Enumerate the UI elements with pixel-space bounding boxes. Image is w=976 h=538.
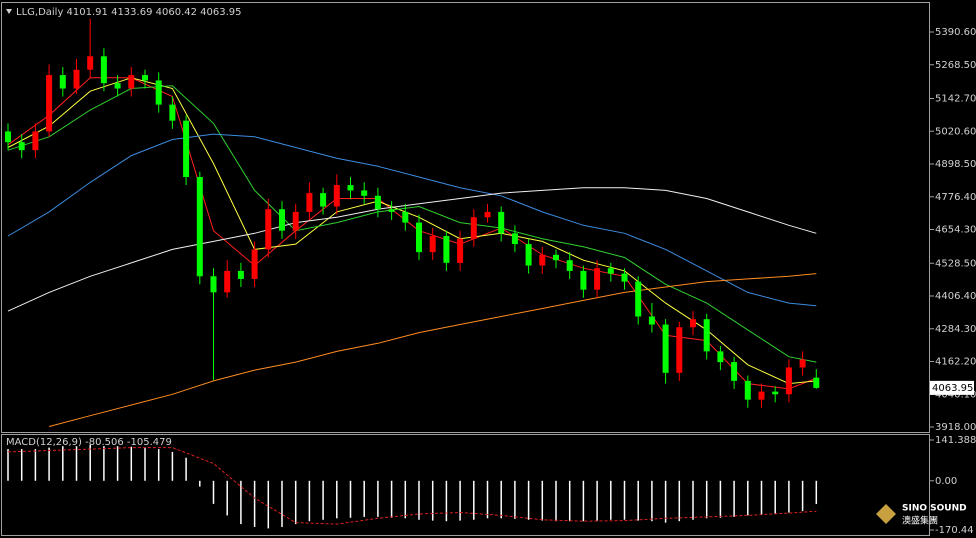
candle-body bbox=[511, 233, 518, 245]
menu-arrow[interactable] bbox=[6, 9, 12, 14]
candle-body bbox=[292, 211, 299, 231]
y-tick-label: 3918.00 bbox=[935, 422, 976, 433]
candle-body bbox=[607, 268, 614, 274]
candle-body bbox=[196, 177, 203, 277]
y-tick-label: 4776.40 bbox=[935, 192, 976, 203]
candle-body bbox=[279, 209, 285, 231]
signal-line bbox=[7, 447, 817, 525]
y-tick-label: 5020.60 bbox=[935, 126, 976, 137]
candle-body bbox=[539, 254, 546, 266]
candle-body bbox=[785, 367, 792, 395]
candle-body bbox=[525, 244, 532, 266]
candle-body bbox=[46, 75, 53, 132]
candle-body bbox=[553, 254, 559, 261]
candle-body bbox=[251, 249, 258, 279]
main-panel bbox=[1, 2, 930, 433]
y-tick-label: 5268.50 bbox=[935, 60, 976, 71]
moving-average bbox=[7, 187, 817, 312]
candle-body bbox=[662, 324, 669, 373]
logo-chinese: 澳盛集團 bbox=[902, 515, 938, 527]
candle-body bbox=[169, 104, 176, 121]
logo: SINO SOUND 澳盛集團 bbox=[876, 504, 967, 527]
candle-body bbox=[566, 260, 573, 271]
macd-panel bbox=[1, 434, 930, 536]
candle-body bbox=[73, 69, 80, 89]
chart-title: LLG,Daily 4101.91 4133.69 4060.42 4063.9… bbox=[16, 7, 242, 18]
candle-body bbox=[100, 56, 107, 84]
candle-body bbox=[224, 270, 231, 293]
candle-body bbox=[59, 75, 66, 89]
y-tick-label: 5142.70 bbox=[935, 94, 976, 105]
logo-icon bbox=[876, 504, 896, 524]
candle-body bbox=[210, 276, 217, 293]
candle-body bbox=[416, 222, 422, 253]
candle-body bbox=[703, 319, 710, 352]
y-tick-label: 4284.30 bbox=[935, 324, 976, 335]
candle-body bbox=[484, 211, 491, 218]
candle-body bbox=[155, 80, 162, 105]
candle-body bbox=[347, 185, 354, 191]
candle-body bbox=[443, 236, 450, 263]
candle-body bbox=[320, 193, 327, 207]
candle-body bbox=[237, 270, 244, 279]
candle-body bbox=[114, 83, 121, 89]
candle-body bbox=[333, 185, 340, 207]
candle-body bbox=[498, 211, 505, 234]
logo-name: SINO SOUND bbox=[902, 504, 967, 514]
candle-body bbox=[87, 56, 94, 70]
price-tag-label: 4063.95 bbox=[932, 383, 973, 394]
candle-body bbox=[635, 281, 642, 317]
candle-body bbox=[594, 268, 601, 290]
candle-body bbox=[648, 316, 655, 325]
y-tick-label: 4654.30 bbox=[935, 225, 976, 236]
candle-body bbox=[690, 319, 696, 328]
candle-body bbox=[388, 209, 395, 212]
candle-body bbox=[183, 120, 190, 178]
candle-body bbox=[731, 362, 738, 381]
y-tick-label: 4528.50 bbox=[935, 258, 976, 269]
candle-body bbox=[717, 351, 724, 363]
moving-average bbox=[48, 273, 817, 427]
candle-body bbox=[813, 377, 820, 388]
candle-body bbox=[429, 236, 436, 253]
candle-body bbox=[676, 327, 683, 373]
candle-body bbox=[5, 131, 11, 143]
y-tick-label: 0.00 bbox=[935, 476, 957, 487]
candle-body bbox=[799, 359, 806, 368]
price-tag bbox=[930, 380, 974, 395]
candle-body bbox=[32, 131, 39, 151]
candle-body bbox=[306, 193, 313, 212]
candle-body bbox=[744, 380, 751, 400]
candle-body bbox=[374, 195, 381, 210]
candle-body bbox=[772, 391, 779, 395]
candle-body bbox=[128, 75, 135, 89]
y-tick-label: 5390.60 bbox=[935, 27, 976, 38]
moving-average bbox=[7, 133, 817, 307]
candle-body bbox=[621, 273, 628, 282]
candle-body bbox=[142, 75, 148, 81]
candle-body bbox=[470, 217, 477, 239]
candle-body bbox=[457, 238, 464, 263]
candle-body bbox=[402, 211, 409, 223]
macd-title: MACD(12,26,9) -80.506 -105.479 bbox=[6, 437, 172, 448]
candle-body bbox=[361, 190, 368, 196]
candle-body bbox=[758, 391, 765, 400]
y-tick-label: 4162.20 bbox=[935, 357, 976, 368]
y-tick-label: 141.388 bbox=[935, 435, 976, 446]
y-tick-label: 4406.40 bbox=[935, 291, 976, 302]
y-tick-label: 4898.50 bbox=[935, 159, 976, 170]
candle-body bbox=[18, 142, 25, 151]
candle-body bbox=[265, 209, 272, 250]
y-tick-label: -170.44 bbox=[935, 525, 974, 536]
candle-body bbox=[580, 270, 587, 290]
